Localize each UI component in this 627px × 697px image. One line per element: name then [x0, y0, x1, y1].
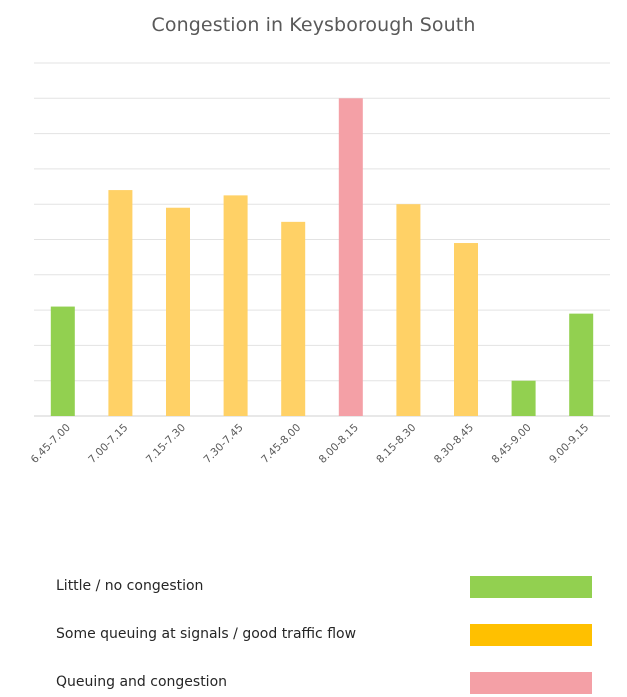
chart-title: Congestion in Keysborough South [151, 14, 476, 36]
bar-9.00-9.15 [569, 313, 594, 416]
bar-6.45-7.00 [50, 306, 75, 416]
x-axis-tick-labels: 6.45-7.00 7.00-7.15 7.15-7.30 7.30-7.45 7.45… [29, 422, 592, 466]
bars [50, 98, 594, 417]
x-tick-label: 7.00-7.15 [86, 422, 130, 466]
x-tick-label: 7.45-8.00 [259, 422, 303, 466]
legend-label-little: Little / no congestion [56, 578, 204, 594]
legend-swatch-little [470, 576, 592, 598]
x-tick-label: 8.30-8.45 [432, 422, 476, 466]
bar-chart: 6.45-7.00 7.00-7.15 7.15-7.30 7.30-7.45 7.45… [29, 62, 610, 466]
bar-8.30-8.45 [454, 243, 478, 416]
bar-8.00-8.15 [338, 98, 363, 417]
bar-7.15-7.30 [166, 207, 190, 416]
legend-item-queuing: Queuing and congestion [56, 672, 596, 696]
legend-swatch-queuing [470, 672, 592, 694]
x-tick-label: 9.00-9.15 [547, 422, 591, 466]
bar-8.15-8.30 [396, 204, 421, 416]
bar-8.45-9.00 [511, 380, 536, 416]
legend-item-little: Little / no congestion [56, 576, 596, 600]
gridlines [34, 62, 610, 417]
x-tick-label: 8.00-8.15 [317, 422, 361, 466]
x-tick-label: 7.15-7.30 [144, 422, 188, 466]
x-tick-label: 6.45-7.00 [29, 422, 73, 466]
bar-7.00-7.15 [108, 190, 133, 416]
legend-item-some: Some queuing at signals / good traffic f… [56, 624, 596, 648]
legend-label-queuing: Queuing and congestion [56, 674, 228, 690]
bar-7.30-7.45 [223, 195, 248, 416]
bar-7.45-8.00 [281, 221, 306, 416]
x-tick-label: 7.30-7.45 [201, 422, 245, 466]
x-tick-label: 8.45-9.00 [489, 422, 533, 466]
legend-swatch-some [470, 624, 592, 646]
x-tick-label: 8.15-8.30 [374, 422, 418, 466]
legend-label-some: Some queuing at signals / good traffic f… [56, 626, 357, 642]
